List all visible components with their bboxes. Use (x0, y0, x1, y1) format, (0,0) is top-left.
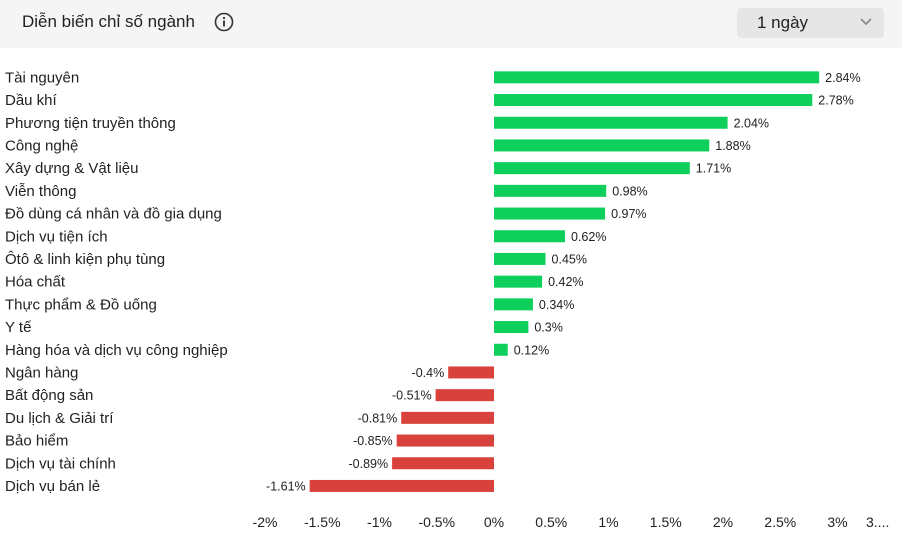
category-label: Hàng hóa và dịch vụ công nghiệp (5, 342, 228, 359)
value-label: -0.85% (353, 434, 393, 448)
bar[interactable] (494, 207, 606, 220)
value-label: 2.04% (734, 116, 769, 130)
bar[interactable] (494, 116, 728, 129)
x-tick-label: -1% (367, 514, 392, 530)
category-label: Hóa chất (5, 274, 66, 291)
bar[interactable] (494, 94, 813, 107)
category-label: Ôtô & linh kiện phụ tùng (5, 251, 165, 268)
bar[interactable] (494, 343, 508, 356)
category-label: Tài nguyên (5, 69, 79, 86)
x-tick-label: -0.5% (418, 514, 455, 530)
bar[interactable] (494, 230, 565, 243)
x-tick-label: -2% (253, 514, 278, 530)
value-label: -0.89% (348, 457, 388, 471)
bar[interactable] (396, 434, 494, 447)
x-tick-label: 2.5% (764, 514, 796, 530)
x-tick-label: 0% (484, 514, 504, 530)
value-label: 0.97% (611, 207, 646, 221)
value-label: -0.51% (392, 389, 432, 403)
value-label: 1.71% (696, 162, 731, 176)
value-label: 2.84% (825, 71, 860, 85)
x-tick-label: 3.... (866, 514, 889, 530)
category-label: Bất động sản (5, 387, 93, 404)
x-tick-label: 1% (598, 514, 618, 530)
bar[interactable] (401, 411, 494, 424)
category-label: Dầu khí (5, 92, 58, 109)
bar[interactable] (392, 457, 494, 470)
bar[interactable] (309, 479, 494, 492)
bar[interactable] (494, 275, 543, 288)
category-label: Dịch vụ tiện ích (5, 228, 108, 245)
value-label: 2.78% (818, 94, 853, 108)
category-label: Phương tiện truyền thông (5, 115, 176, 132)
bar[interactable] (494, 71, 820, 84)
bar[interactable] (494, 184, 607, 197)
value-label: -1.61% (266, 479, 306, 493)
chart-title: Diễn biến chỉ số ngành (22, 12, 195, 31)
category-label: Y tế (5, 319, 32, 336)
value-label: 0.12% (514, 343, 549, 357)
category-label: Dịch vụ tài chính (5, 455, 116, 472)
bar[interactable] (435, 389, 494, 402)
bar[interactable] (494, 298, 533, 311)
bar[interactable] (494, 162, 690, 175)
bar[interactable] (494, 321, 529, 334)
category-label: Thực phẩm & Đồ uống (5, 296, 157, 313)
x-tick-label: 2% (713, 514, 733, 530)
value-label: 0.98% (612, 184, 647, 198)
period-select-value: 1 ngày (757, 13, 809, 32)
bar[interactable] (494, 252, 546, 265)
category-label: Viễn thông (5, 183, 76, 200)
sector-bar-chart: Tài nguyên Dầu khí Phương tiện truyền thôn… (5, 69, 890, 530)
chart-header: Diễn biến chỉ số ngành 1 ngày (0, 0, 902, 48)
value-label: 1.88% (715, 139, 750, 153)
value-label: 0.34% (539, 298, 574, 312)
category-label: Công nghệ (5, 137, 78, 154)
value-label: 0.45% (552, 252, 587, 266)
value-label: 0.62% (571, 230, 606, 244)
bar[interactable] (494, 139, 710, 152)
value-label: -0.4% (412, 366, 445, 380)
category-label: Du lịch & Giải trí (5, 410, 114, 427)
value-label: 0.42% (548, 275, 583, 289)
category-label: Đồ dùng cá nhân và đồ gia dụng (5, 206, 222, 223)
x-tick-label: 1.5% (650, 514, 682, 530)
period-select[interactable]: 1 ngày (737, 8, 884, 38)
x-axis-ticks: -2% -1.5% -1% -0.5% 0% 0.5% 1% 1.5% 2% 2.5% 3% 3...… (253, 514, 890, 530)
value-label: -0.81% (358, 411, 398, 425)
x-tick-label: 0.5% (535, 514, 567, 530)
value-label: 0.3% (534, 321, 563, 335)
category-label: Bảo hiểm (5, 433, 68, 450)
bar[interactable] (448, 366, 494, 379)
bars (309, 71, 820, 492)
value-labels: 2.84% 2.78% 2.04% 1.88% 1.71% 0.98% 0.97% 0.62%… (266, 71, 861, 494)
category-labels: Tài nguyên Dầu khí Phương tiện truyền thôn… (5, 69, 228, 495)
x-tick-label: 3% (827, 514, 847, 530)
category-label: Dịch vụ bán lẻ (5, 478, 100, 495)
x-tick-label: -1.5% (304, 514, 341, 530)
category-label: Ngân hàng (5, 364, 78, 381)
chevron-down-icon (860, 18, 872, 26)
info-icon[interactable] (214, 12, 234, 32)
category-label: Xây dựng & Vật liệu (5, 160, 138, 177)
